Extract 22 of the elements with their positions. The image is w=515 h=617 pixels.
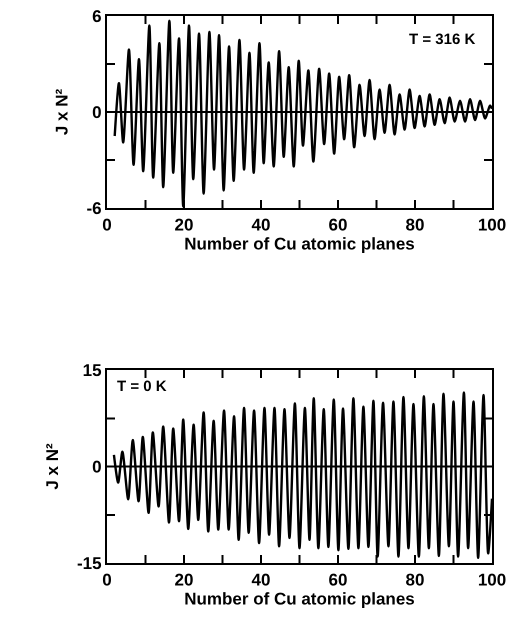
- y-axis-title: J x N²: [52, 88, 72, 136]
- annotation: T = 316 K: [409, 31, 476, 48]
- x-tick-label: 40: [252, 215, 270, 234]
- x-axis-title: Number of Cu atomic planes: [184, 589, 415, 608]
- y-tick-label: 15: [82, 360, 102, 380]
- x-tick-label: 20: [174, 215, 194, 234]
- y-tick-label: 0: [92, 102, 102, 122]
- x-tick-label: 60: [328, 215, 348, 234]
- x-tick-label: 100: [478, 215, 506, 234]
- y-axis-title: J x N²: [43, 443, 62, 490]
- x-tick-label: 40: [252, 570, 270, 590]
- x-tick-label: 80: [406, 215, 424, 234]
- y-tick-label: -6: [86, 198, 102, 218]
- x-tick-label: 100: [478, 570, 506, 590]
- annotation: T = 0 K: [117, 378, 167, 395]
- x-axis-title: Number of Cu atomic planes: [184, 234, 415, 254]
- y-tick-label: 6: [92, 6, 102, 26]
- x-tick-label: 20: [174, 570, 194, 590]
- y-tick-label: -15: [77, 554, 102, 573]
- x-tick-label: 80: [406, 570, 424, 590]
- y-tick-label: 0: [92, 457, 102, 476]
- x-tick-label: 60: [328, 570, 348, 590]
